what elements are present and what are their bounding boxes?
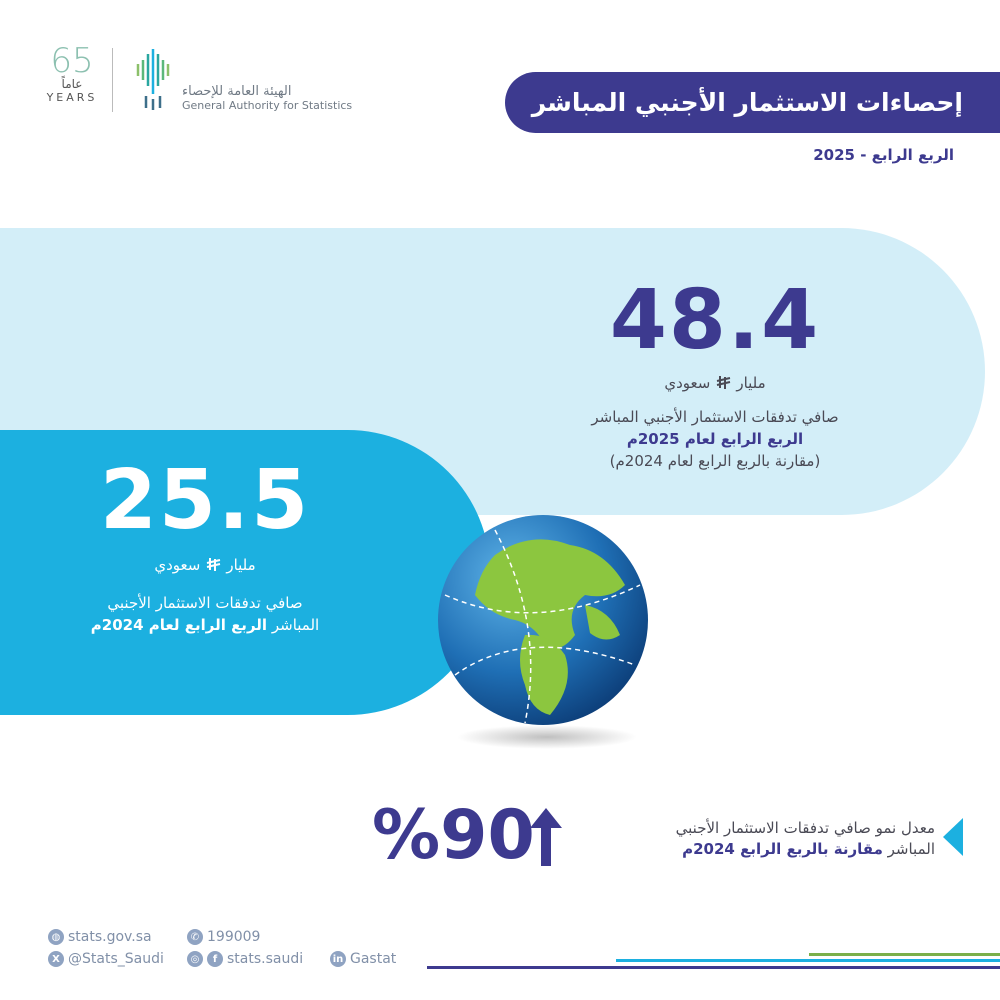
growth-desc-1: معدل نمو صافي تدفقات الاستثمار الأجنبي <box>675 819 935 837</box>
previous-desc-bold: الربع الرابع لعام 2024م <box>90 616 268 634</box>
previous-desc-prefix: المباشر <box>271 616 320 634</box>
previous-value: 25.5 <box>99 453 311 548</box>
logo-divider <box>112 48 113 112</box>
linkedin-text: Gastat <box>350 951 397 967</box>
phone-link[interactable]: ✆ 199009 <box>187 929 260 945</box>
growth-description: معدل نمو صافي تدفقات الاستثمار الأجنبي ا… <box>676 818 935 860</box>
years-en: YEARS <box>46 91 98 105</box>
unit-billion: مليار <box>736 374 766 392</box>
linkedin-link[interactable]: in Gastat <box>330 951 396 967</box>
years-ar: عاماً <box>61 77 83 91</box>
previous-desc-1: صافي تدفقات الاستثمار الأجنبي <box>107 594 303 612</box>
unit-saudi: سعودي <box>154 556 201 574</box>
twitter-text: @Stats_Saudi <box>68 951 164 967</box>
current-value: 48.4 <box>609 273 821 368</box>
riyal-icon <box>717 376 731 389</box>
linkedin-icon: in <box>330 951 346 967</box>
arrow-up-icon <box>530 808 562 866</box>
social-text: stats.saudi <box>227 951 304 967</box>
instagram-icon: ◎ <box>187 951 203 967</box>
social-link[interactable]: ◎ f stats.saudi <box>187 951 303 967</box>
website-link[interactable]: ◍ stats.gov.sa <box>48 929 152 945</box>
globe-icon <box>438 515 648 749</box>
unit-saudi: سعودي <box>664 374 711 392</box>
footer-line-blue <box>616 959 1000 962</box>
x-icon: X <box>48 951 64 967</box>
growth-desc-2: المباشر مقارنة بالربع الرابع 2024م <box>676 839 935 860</box>
facebook-icon: f <box>207 951 223 967</box>
growth-value: %90 <box>372 796 535 875</box>
page-subtitle: الربع الرابع - 2025 <box>813 146 954 164</box>
phone-text: 199009 <box>207 929 261 945</box>
phone-icon: ✆ <box>187 929 203 945</box>
globe-icon: ◍ <box>48 929 64 945</box>
website-text: stats.gov.sa <box>68 929 152 945</box>
previous-quarter-stats: 25.5 مليار سعودي صافي تدفقات الاستثمار ا… <box>40 460 370 636</box>
page-title: إحصاءات الاستثمار الأجنبي المباشر <box>505 72 1000 133</box>
riyal-icon <box>207 558 221 571</box>
current-unit: مليار سعودي <box>560 374 870 392</box>
footer-line-purple <box>427 966 1000 969</box>
org-name-ar: الهيئة العامة للإحصاء <box>182 84 292 99</box>
gastat-logo-icon <box>136 49 170 110</box>
previous-unit: مليار سعودي <box>40 556 370 574</box>
org-name: الهيئة العامة للإحصاء General Authority … <box>182 84 352 112</box>
years-number: 65 <box>50 41 94 81</box>
current-desc-2: الربع الرابع لعام 2025م <box>626 430 804 448</box>
twitter-link[interactable]: X @Stats_Saudi <box>48 951 164 967</box>
current-desc-3: (مقارنة بالربع الرابع لعام 2024م) <box>609 452 821 470</box>
previous-desc-2: المباشر الربع الرابع لعام 2024م <box>40 614 370 636</box>
growth-desc-bold: مقارنة بالربع الرابع 2024م <box>682 840 883 858</box>
growth-desc-prefix: المباشر <box>887 840 935 858</box>
logo-65-years: 65 عاماً YEARS <box>44 44 100 104</box>
unit-billion: مليار <box>226 556 256 574</box>
footer-line-green <box>809 953 1000 956</box>
bullet-triangle-icon <box>943 818 963 856</box>
org-name-en: General Authority for Statistics <box>182 99 353 112</box>
current-quarter-stats: 48.4 مليار سعودي صافي تدفقات الاستثمار ا… <box>560 280 870 472</box>
previous-quarter-panel <box>0 430 490 715</box>
current-desc-1: صافي تدفقات الاستثمار الأجنبي المباشر <box>591 408 839 426</box>
